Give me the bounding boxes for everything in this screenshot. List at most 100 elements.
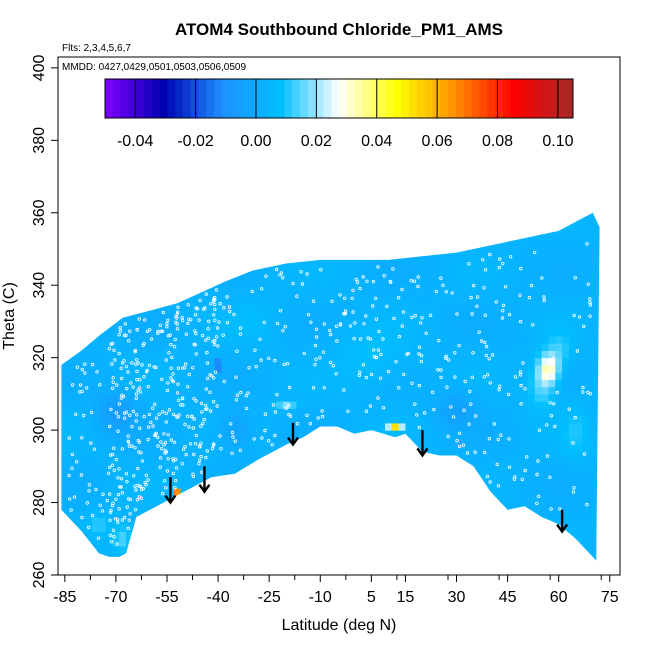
heatmap-cell — [555, 437, 563, 446]
heatmap-cell — [439, 335, 447, 344]
heatmap-cell — [575, 437, 584, 446]
heatmap-cell — [126, 357, 134, 366]
heatmap-cell — [357, 357, 366, 366]
sample-point — [230, 430, 235, 435]
heatmap-cell — [187, 524, 195, 533]
heatmap-cell — [466, 364, 475, 373]
sample-point — [192, 417, 196, 421]
heatmap-cell — [194, 553, 202, 561]
heatmap-cell — [603, 293, 610, 301]
heatmap-cell — [514, 393, 522, 402]
heatmap-cell — [500, 517, 509, 525]
heatmap-cell — [160, 466, 168, 475]
colorbar-swatch — [190, 79, 200, 118]
colorbar-swatch — [105, 79, 114, 118]
heatmap-cell — [344, 451, 352, 460]
heatmap-cell — [303, 299, 311, 308]
sample-point — [441, 283, 445, 287]
heatmap-cell — [582, 517, 590, 525]
heatmap-cell — [153, 386, 161, 395]
heatmap-cell — [480, 437, 488, 446]
heatmap-cell — [439, 372, 447, 380]
heatmap-cell — [459, 249, 468, 257]
heatmap-cell — [132, 357, 141, 366]
heatmap-cell — [180, 212, 188, 214]
heatmap-cell — [364, 306, 372, 315]
sample-point — [343, 312, 347, 316]
sample-point — [119, 366, 123, 370]
sample-point — [462, 408, 466, 412]
heatmap-cell — [378, 212, 386, 214]
sample-point — [185, 414, 190, 418]
heatmap-cell — [514, 546, 522, 554]
heatmap-cell — [255, 546, 263, 554]
heatmap-cell — [85, 227, 93, 236]
heatmap-cell — [459, 538, 468, 547]
heatmap-cell — [289, 212, 297, 221]
heatmap-cell — [603, 343, 610, 351]
heatmap-cell — [194, 531, 202, 540]
heatmap-cell — [255, 306, 263, 315]
heatmap-cell — [64, 357, 73, 366]
colorbar-swatch — [463, 79, 473, 118]
heatmap-cell — [61, 466, 66, 475]
sample-point — [545, 423, 549, 427]
heatmap-cell — [562, 227, 570, 236]
heatmap-cell — [603, 466, 610, 474]
heatmap-cell — [555, 480, 563, 489]
sample-point — [118, 329, 123, 333]
heatmap-cell — [432, 292, 441, 301]
heatmap-cell — [378, 401, 386, 409]
heatmap-cell — [528, 459, 536, 467]
heatmap-cell — [432, 546, 441, 554]
heatmap-cell — [269, 306, 277, 315]
sample-point — [70, 466, 74, 470]
heatmap-cell — [371, 321, 379, 330]
heatmap-cell — [92, 437, 100, 446]
heatmap-cell — [98, 372, 107, 380]
heatmap-cell — [480, 212, 488, 221]
heatmap-cell — [466, 306, 475, 315]
heatmap-cell — [589, 299, 597, 308]
heatmap-cell — [167, 350, 175, 359]
heatmap-cell — [500, 299, 509, 308]
heatmap-cell — [405, 278, 413, 286]
heatmap-cell — [378, 306, 386, 315]
heatmap-cell — [180, 328, 188, 337]
colorbar-swatch — [557, 79, 566, 118]
heatmap-cell — [235, 234, 243, 243]
heatmap-cell — [548, 335, 556, 344]
sample-point — [497, 387, 501, 392]
heatmap-cell — [269, 560, 277, 561]
heatmap-cell — [235, 459, 243, 467]
heatmap-cell — [303, 480, 311, 489]
heatmap-cell — [146, 278, 154, 286]
heatmap-cell — [398, 364, 406, 373]
heatmap-cell — [194, 546, 202, 554]
heatmap-cell — [494, 306, 502, 315]
heatmap-cell — [466, 328, 475, 337]
heatmap-cell — [221, 241, 229, 250]
heatmap-cell — [357, 321, 366, 330]
heatmap-cell — [357, 459, 366, 467]
sample-point — [216, 344, 220, 348]
heatmap-cell — [64, 321, 73, 330]
sample-point — [234, 375, 238, 379]
heatmap-cell — [453, 553, 461, 561]
heatmap-cell — [473, 234, 481, 243]
heatmap-cell — [548, 560, 556, 561]
heatmap-cell — [214, 212, 223, 214]
sample-point — [385, 304, 389, 308]
heatmap-cell — [221, 335, 229, 344]
heatmap-cell — [221, 386, 229, 395]
heatmap-cell — [330, 299, 338, 308]
heatmap-cell — [344, 437, 352, 446]
heatmap-cell — [528, 306, 536, 315]
heatmap-cell — [201, 553, 209, 561]
heatmap-cell — [310, 502, 318, 511]
heatmap-cell — [589, 292, 597, 301]
heatmap-cell — [85, 350, 93, 359]
heatmap-cell — [350, 379, 359, 388]
heatmap-cell — [255, 473, 263, 482]
heatmap-cell — [371, 393, 379, 402]
